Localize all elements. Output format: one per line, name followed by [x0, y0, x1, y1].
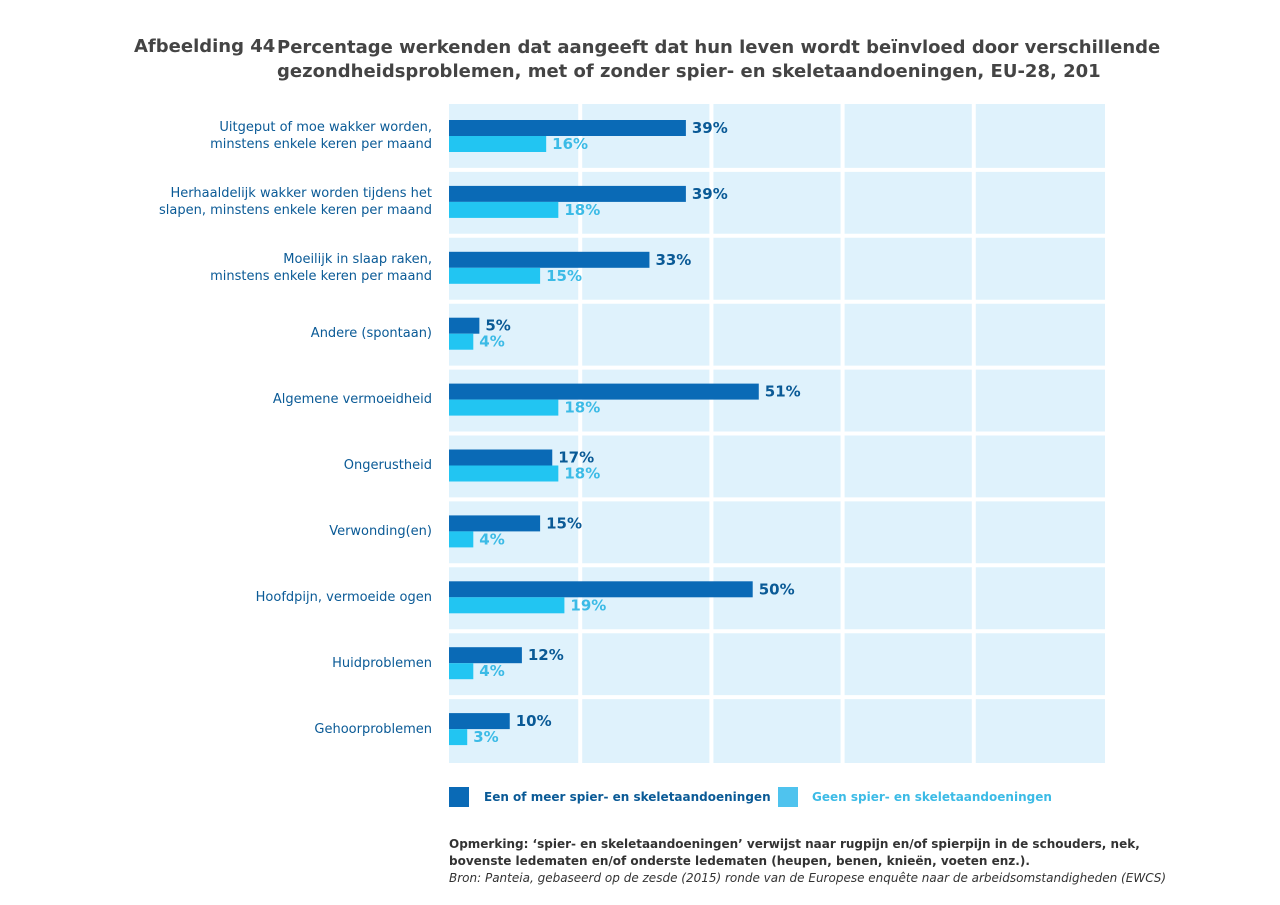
category-label-line: Huidproblemen	[332, 655, 432, 671]
category-label-line: Herhaaldelijk wakker worden tijdens het	[170, 185, 432, 201]
bar-with-msd	[449, 317, 480, 334]
category-label: Ongerustheid	[112, 457, 432, 474]
bar-with-msd	[449, 713, 510, 730]
data-label-with-msd: 5%	[485, 317, 510, 335]
bar-without-msd	[449, 729, 468, 746]
figure-note: Opmerking: ‘spier- en skeletaandoeningen…	[449, 836, 1169, 887]
data-label-with-msd: 51%	[765, 383, 801, 401]
category-label-line: Ongerustheid	[343, 458, 432, 473]
data-label-with-msd: 39%	[692, 119, 728, 137]
figure-number: Afbeelding 44	[134, 36, 276, 57]
category-label-line: Andere (spontaan)	[310, 326, 432, 342]
note-source: Bron: Panteia, gebaseerd op de zesde (20…	[449, 871, 1167, 885]
data-label-with-msd: 17%	[558, 449, 594, 467]
data-label-without-msd: 19%	[570, 596, 606, 614]
category-label: Hoofdpijn, vermoeide ogen	[112, 589, 432, 606]
bar-with-msd	[449, 581, 753, 598]
figure-title: Percentage werkenden dat aangeeft dat hu…	[277, 36, 1161, 84]
data-label-without-msd: 15%	[546, 267, 582, 285]
data-label-with-msd: 10%	[516, 712, 552, 730]
bar-with-msd	[449, 647, 522, 664]
data-label-without-msd: 4%	[479, 530, 504, 548]
bar-with-msd	[449, 251, 650, 268]
data-label-without-msd: 3%	[473, 728, 498, 746]
data-label-without-msd: 4%	[479, 333, 504, 351]
legend-swatch	[778, 787, 798, 807]
category-label: Algemene vermoeidheid	[112, 391, 432, 408]
bar-without-msd	[449, 531, 474, 548]
category-label: Gehoorproblemen	[112, 721, 432, 738]
bar-with-msd	[449, 515, 541, 532]
figure-title-line-1: Percentage werkenden dat aangeeft dat hu…	[277, 37, 1161, 58]
data-label-with-msd: 33%	[655, 251, 691, 269]
bar-with-msd	[449, 383, 759, 400]
category-label-line: Algemene vermoeidheid	[272, 392, 432, 408]
note-remark: Opmerking: ‘spier- en skeletaandoeningen…	[449, 837, 1140, 868]
data-label-without-msd: 18%	[564, 399, 600, 417]
category-label-line: Gehoorproblemen	[314, 721, 432, 737]
data-label-with-msd: 39%	[692, 185, 728, 203]
category-label: Verwonding(en)	[112, 523, 432, 540]
category-label-line: slapen, minstens enkele keren per maand	[159, 202, 432, 218]
bar-without-msd	[449, 333, 474, 350]
category-label: Herhaaldelijk wakker worden tijdens het s…	[112, 185, 432, 219]
bar-with-msd	[449, 185, 686, 202]
category-label-line: minstens enkele keren per maand	[210, 268, 432, 284]
category-label-line: Verwonding(en)	[329, 523, 432, 539]
bar-with-msd	[449, 449, 553, 466]
bar-without-msd	[449, 136, 547, 152]
category-label-line: Hoofdpijn, vermoeide ogen	[255, 589, 432, 605]
category-label-line: Moeilijk in slaap raken,	[283, 251, 432, 267]
bar-without-msd	[449, 465, 559, 482]
bar-without-msd	[449, 267, 541, 284]
bar-without-msd	[449, 597, 565, 614]
data-label-without-msd: 4%	[479, 662, 504, 680]
bar-with-msd	[449, 120, 686, 136]
data-label-without-msd: 18%	[564, 465, 600, 483]
category-label-line: Uitgeput of moe wakker worden,	[219, 120, 432, 135]
bar-without-msd	[449, 399, 559, 416]
data-label-without-msd: 18%	[564, 201, 600, 219]
data-label-without-msd: 16%	[552, 135, 588, 153]
bar-without-msd	[449, 663, 474, 680]
category-label: Huidproblemen	[112, 655, 432, 672]
legend-swatch	[449, 787, 469, 807]
data-label-with-msd: 12%	[528, 646, 564, 664]
figure-title-line-2: gezondheidsproblemen, met of zonder spie…	[277, 61, 1101, 82]
category-label: Uitgeput of moe wakker worden, minstens e…	[112, 119, 432, 153]
legend-label: Een of meer spier- en skeletaandoeningen	[484, 790, 771, 804]
data-label-with-msd: 15%	[546, 514, 582, 532]
category-label: Moeilijk in slaap raken, minstens enkele …	[112, 251, 432, 285]
data-label-with-msd: 50%	[759, 580, 795, 598]
bar-without-msd	[449, 201, 559, 218]
category-label-line: minstens enkele keren per maand	[210, 137, 432, 152]
category-label: Andere (spontaan)	[112, 325, 432, 342]
legend-label: Geen spier- en skeletaandoeningen	[812, 790, 1052, 804]
